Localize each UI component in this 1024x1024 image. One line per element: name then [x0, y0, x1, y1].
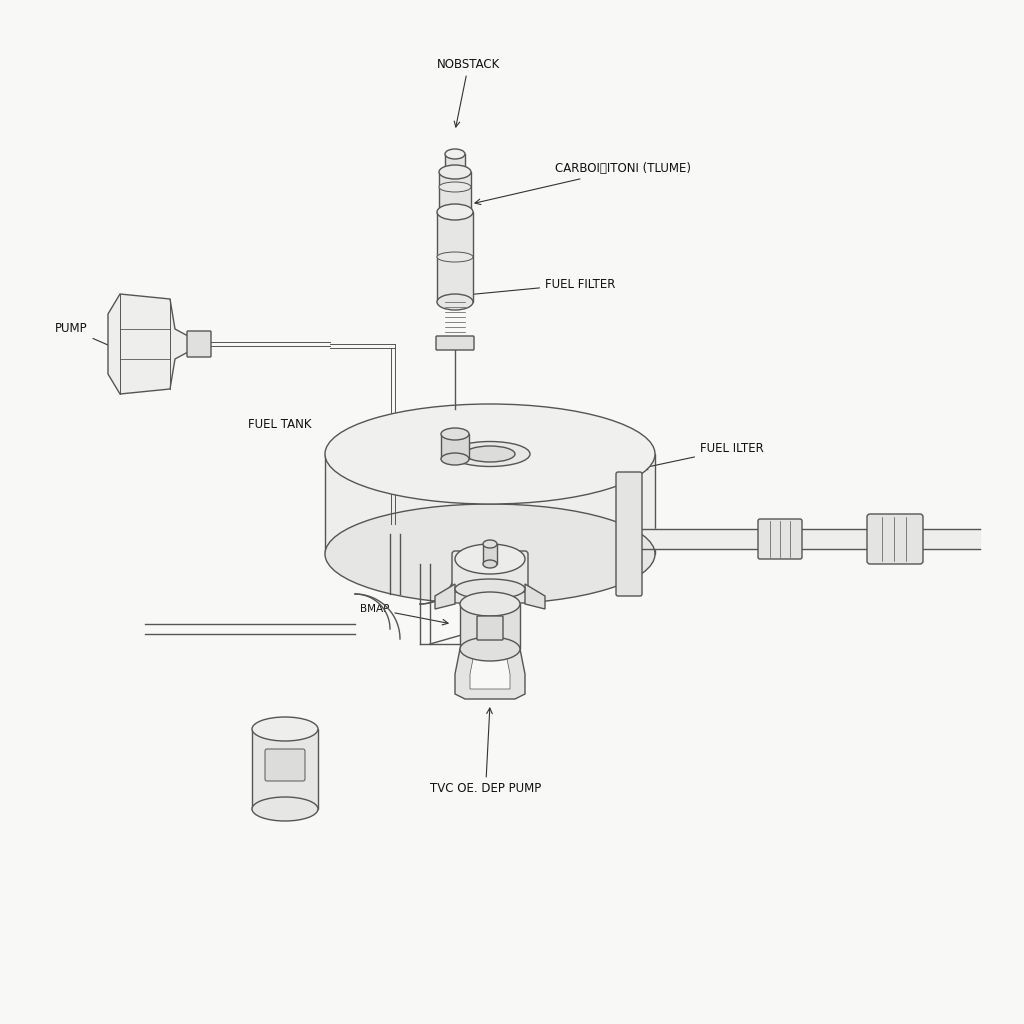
- Text: FUEL ILTER: FUEL ILTER: [642, 442, 764, 470]
- FancyBboxPatch shape: [441, 434, 469, 459]
- FancyBboxPatch shape: [436, 336, 474, 350]
- FancyBboxPatch shape: [187, 331, 211, 357]
- FancyBboxPatch shape: [867, 514, 923, 564]
- Ellipse shape: [483, 540, 497, 548]
- Ellipse shape: [437, 294, 473, 310]
- Ellipse shape: [439, 165, 471, 179]
- Ellipse shape: [455, 579, 525, 599]
- Ellipse shape: [252, 797, 318, 821]
- FancyBboxPatch shape: [452, 551, 528, 592]
- Polygon shape: [470, 649, 510, 689]
- Ellipse shape: [252, 717, 318, 741]
- FancyBboxPatch shape: [265, 749, 305, 781]
- FancyBboxPatch shape: [325, 454, 655, 554]
- FancyBboxPatch shape: [445, 154, 465, 172]
- Text: NOBSTACK: NOBSTACK: [437, 57, 501, 127]
- Text: CARBOI之ITONI (TLUME): CARBOI之ITONI (TLUME): [475, 163, 691, 205]
- FancyBboxPatch shape: [252, 729, 318, 809]
- Text: FUEL TANK: FUEL TANK: [248, 418, 311, 430]
- Polygon shape: [435, 584, 455, 609]
- Ellipse shape: [441, 428, 469, 440]
- Text: BMAP: BMAP: [360, 604, 449, 625]
- FancyBboxPatch shape: [437, 212, 473, 302]
- Ellipse shape: [445, 150, 465, 159]
- Ellipse shape: [437, 204, 473, 220]
- Ellipse shape: [441, 453, 469, 465]
- Text: TVC OE. DEP PUMP: TVC OE. DEP PUMP: [430, 708, 542, 796]
- FancyBboxPatch shape: [483, 544, 497, 564]
- Ellipse shape: [460, 637, 520, 662]
- Ellipse shape: [445, 167, 465, 177]
- Ellipse shape: [439, 205, 471, 219]
- Ellipse shape: [437, 252, 473, 262]
- Text: FUEL FILTER: FUEL FILTER: [459, 278, 615, 298]
- Ellipse shape: [483, 560, 497, 568]
- FancyBboxPatch shape: [477, 616, 503, 640]
- Ellipse shape: [325, 404, 655, 504]
- Text: PUMP: PUMP: [55, 323, 136, 357]
- Ellipse shape: [450, 441, 530, 467]
- FancyBboxPatch shape: [616, 472, 642, 596]
- Ellipse shape: [325, 504, 655, 604]
- Polygon shape: [525, 584, 545, 609]
- Ellipse shape: [439, 182, 471, 193]
- Ellipse shape: [460, 592, 520, 616]
- Ellipse shape: [455, 544, 525, 574]
- FancyBboxPatch shape: [758, 519, 802, 559]
- FancyBboxPatch shape: [439, 172, 471, 212]
- Polygon shape: [108, 294, 188, 394]
- Polygon shape: [455, 649, 525, 699]
- Ellipse shape: [465, 446, 515, 462]
- FancyBboxPatch shape: [460, 604, 520, 649]
